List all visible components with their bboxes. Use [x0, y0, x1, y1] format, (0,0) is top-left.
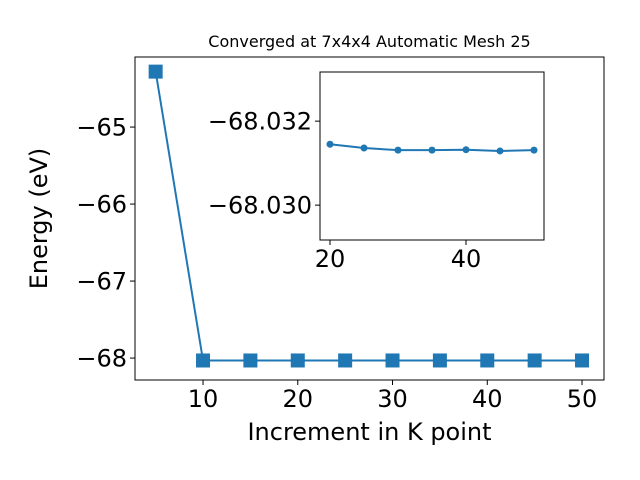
series-line	[154, 71, 583, 362]
x-tick-label: 20	[283, 385, 314, 413]
marker	[385, 353, 400, 368]
marker	[243, 353, 258, 368]
y-tick-label: −66	[76, 190, 127, 218]
x-axis-label: Increment in K point	[247, 418, 491, 446]
marker	[360, 144, 368, 152]
chart-title: Converged at 7x4x4 Automatic Mesh 25	[208, 32, 530, 51]
marker	[480, 353, 495, 368]
y-tick-label: −68	[76, 344, 127, 372]
marker	[462, 146, 470, 154]
x-tick-label: 40	[451, 245, 482, 273]
y-tick-label: −67	[76, 267, 127, 295]
marker	[338, 353, 353, 368]
y-tick-label: −68.030	[208, 192, 312, 220]
y-tick-label: −65	[76, 113, 127, 141]
plot-area	[319, 71, 545, 241]
marker	[530, 146, 538, 154]
y-axis-label: Energy (eV)	[25, 148, 53, 290]
x-tick-label: 10	[188, 385, 219, 413]
marker	[496, 147, 504, 155]
marker	[290, 353, 305, 368]
marker	[326, 140, 334, 148]
marker	[148, 64, 163, 79]
marker	[527, 353, 542, 368]
marker	[394, 146, 402, 154]
x-tick-label: 50	[567, 385, 598, 413]
marker	[196, 353, 211, 368]
x-tick-label: 40	[472, 385, 503, 413]
marker	[432, 353, 447, 368]
x-tick-label: 30	[377, 385, 408, 413]
marker	[428, 146, 436, 154]
marker	[575, 353, 590, 368]
y-tick-label: −68.032	[208, 108, 312, 136]
x-tick-label: 20	[315, 245, 346, 273]
